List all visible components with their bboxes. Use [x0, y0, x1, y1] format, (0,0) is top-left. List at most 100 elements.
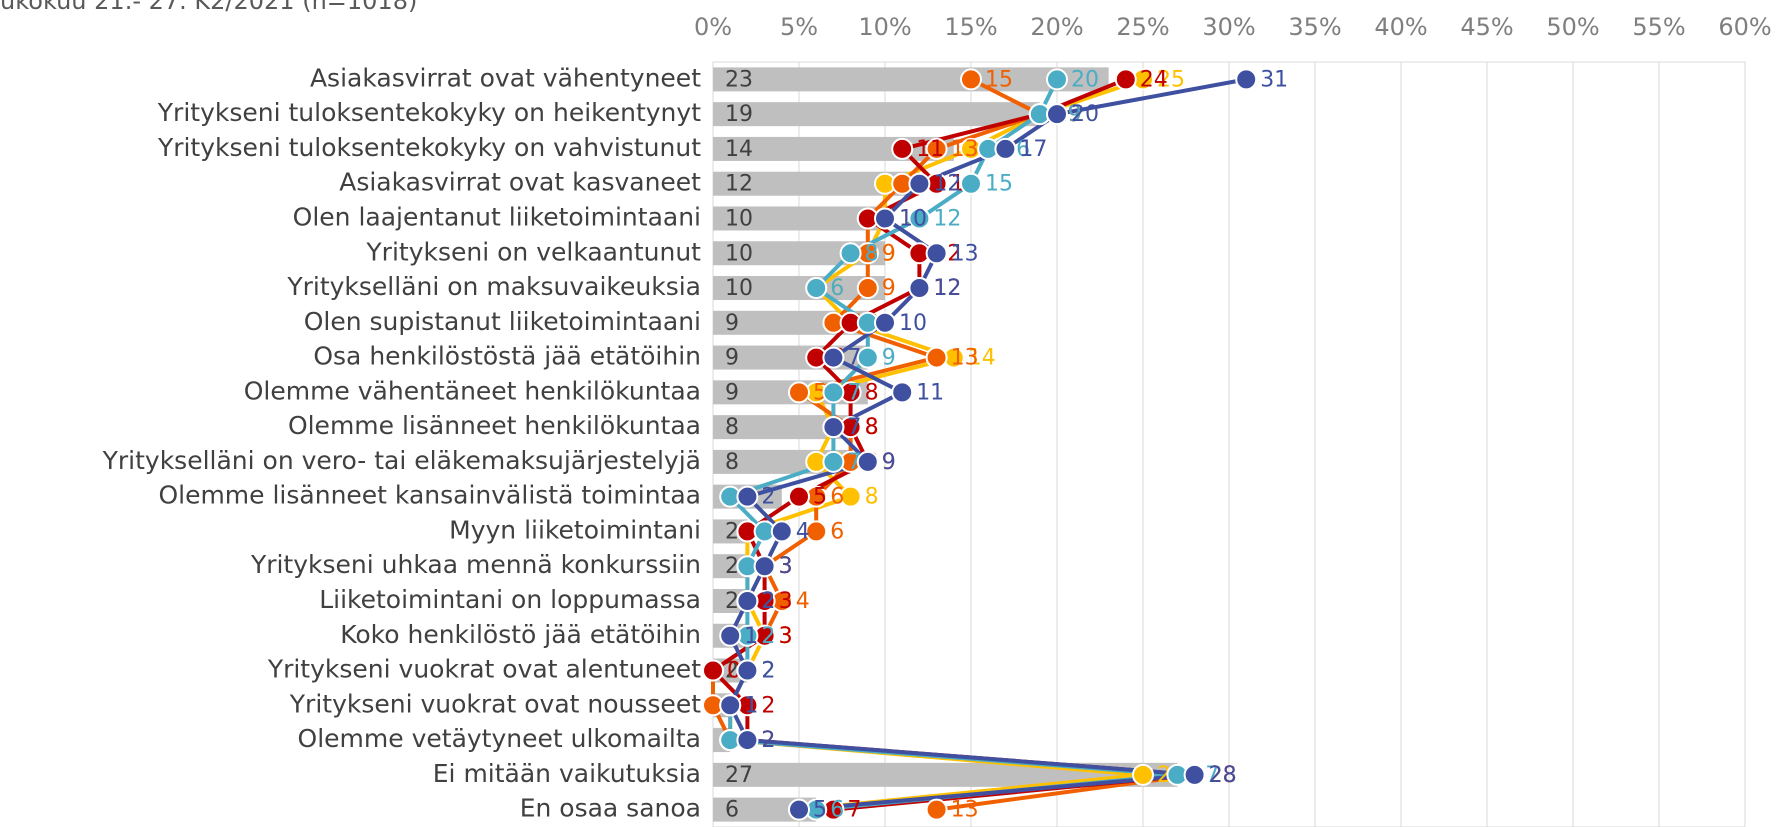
dot-value-label: 28 [1209, 763, 1237, 788]
category-label: Yritykselläni on vero- tai eläkemaksujär… [102, 446, 701, 475]
bar [713, 136, 954, 161]
bar [713, 102, 1040, 127]
dot-value-label: 1 [744, 693, 758, 718]
series-dot [770, 520, 793, 543]
dot-value-label: 1 [744, 624, 758, 649]
category-label: Olemme lisänneet kansainvälistä toiminta… [158, 481, 701, 510]
series-dot [736, 659, 759, 682]
dot-value-label: 0 [727, 659, 741, 684]
dot-value-label: 10 [899, 206, 927, 231]
category-label: Myyn liiketoimintani [449, 515, 701, 544]
series-dot [788, 381, 810, 404]
bar-value-label: 14 [725, 137, 753, 162]
dot-value-label: 2 [761, 728, 775, 753]
dot-value-label: 2 [761, 589, 775, 614]
series-dot [891, 381, 914, 404]
series-dot [822, 381, 845, 404]
bar-value-label: 23 [725, 67, 753, 92]
series-dot [1235, 68, 1258, 91]
dot-value-label: 13 [951, 137, 979, 162]
bar-value-label: 2 [725, 554, 739, 579]
series-dot [702, 659, 724, 682]
series-dot [874, 207, 896, 230]
series-dot [788, 485, 810, 508]
bar-value-label: 10 [725, 206, 753, 231]
dot-value-label: 20 [1071, 102, 1099, 127]
dot-value-label: 31 [1260, 67, 1288, 92]
series-dot [856, 277, 879, 300]
dot-value-label: 7 [847, 415, 861, 440]
series-dot [874, 311, 896, 334]
bar-value-label: 10 [725, 276, 753, 301]
dot-value-label: 24 [1140, 67, 1168, 92]
x-tick-label: 25% [1116, 13, 1169, 41]
series-dot [839, 485, 862, 508]
dot-value-label: 7 [847, 450, 861, 475]
dot-value-label: 3 [779, 554, 793, 579]
dot-value-label: 6 [830, 519, 844, 544]
x-tick-label: 35% [1288, 13, 1341, 41]
series-dot [960, 68, 982, 91]
category-label: En osaa sanoa [520, 794, 701, 823]
dot-value-label: 8 [865, 415, 879, 440]
dot-value-label: 9 [882, 346, 896, 371]
dot-value-label: 15 [985, 172, 1013, 197]
bar-value-label: 2 [725, 659, 739, 684]
dot-value-label: 2 [761, 659, 775, 684]
dot-value-label: 2 [761, 728, 775, 753]
x-tick-label: 50% [1546, 13, 1599, 41]
x-tick-label: 45% [1460, 13, 1513, 41]
bar [713, 67, 1109, 92]
bar-value-label: 6 [725, 798, 739, 823]
category-label: Asiakasvirrat ovat kasvaneet [339, 168, 701, 197]
category-label: Liiketoimintani on loppumassa [319, 585, 701, 614]
dot-value-label: 10 [899, 311, 927, 336]
series-dot [925, 137, 948, 160]
bar-value-label: 2 [725, 589, 739, 614]
series-dot [908, 207, 931, 230]
dot-value-label: 3 [779, 624, 793, 649]
dot-value-label: 13 [951, 241, 979, 266]
dot-value-label: 3 [779, 589, 793, 614]
bar-value-label: 8 [725, 415, 739, 440]
x-tick-label: 30% [1202, 13, 1255, 41]
category-label: Olemme vähentäneet henkilökuntaa [244, 376, 701, 405]
category-label: Yritykseni on velkaantunut [365, 237, 701, 266]
dot-value-label: 2 [761, 589, 775, 614]
series-dot [1183, 763, 1206, 786]
series-dot [822, 346, 845, 369]
dot-value-label: 17 [1019, 137, 1047, 162]
dot-value-label: 13 [951, 798, 979, 823]
x-tick-label: 0% [694, 13, 732, 41]
series-dot [856, 450, 879, 473]
dot-value-label: 0 [727, 659, 741, 684]
series-dot [736, 485, 759, 508]
x-tick-label: 15% [944, 13, 997, 41]
dot-value-label: 28 [1209, 763, 1237, 788]
x-tick-label: 10% [858, 13, 911, 41]
series-dot [1046, 68, 1068, 91]
category-label: Yritykselläni on maksuvaikeuksia [286, 272, 701, 301]
dot-value-label: 20 [1071, 67, 1099, 92]
series-dot [805, 277, 828, 300]
category-label: Osa henkilöstöstä jää etätöihin [313, 342, 701, 371]
bar-value-label: 2 [725, 519, 739, 544]
series-dot [822, 450, 845, 473]
dot-value-label: 8 [865, 241, 879, 266]
bar-value-label: 9 [725, 380, 739, 405]
dot-value-label: 11 [916, 380, 944, 405]
dot-value-label: 25 [1157, 67, 1185, 92]
x-tick-label: 60% [1718, 13, 1771, 41]
series-dot [1114, 68, 1137, 91]
series-dot [960, 172, 982, 195]
category-label: Yritykseni vuokrat ovat nousseet [289, 689, 701, 718]
dot-value-label: 12 [933, 172, 961, 197]
dot-value-label: 1 [744, 693, 758, 718]
series-dot [805, 520, 828, 543]
category-label: Olen supistanut liiketoimintaani [304, 307, 701, 336]
dot-value-label: 8 [865, 380, 879, 405]
bar-value-label: 9 [725, 346, 739, 371]
x-tick-label: 5% [780, 13, 818, 41]
